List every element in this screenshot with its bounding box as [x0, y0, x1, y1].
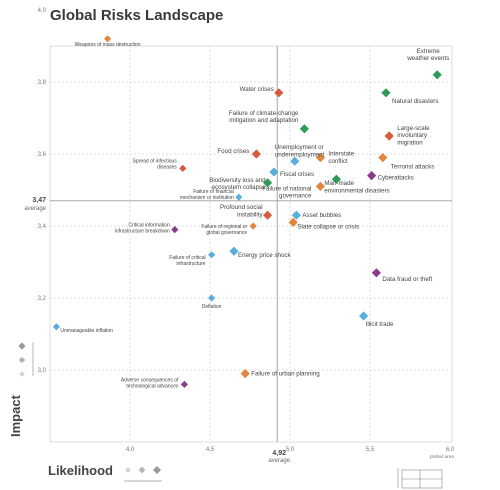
x-axis-title: Likelihood — [48, 463, 113, 478]
x-tick-label: 4,0 — [126, 447, 135, 453]
risk-point-marker — [384, 131, 394, 141]
risk-point-label: Water crises — [240, 86, 274, 93]
x-tick-label: 6,0 — [446, 447, 455, 453]
risk-point-marker — [235, 193, 243, 201]
risk-point-marker — [331, 174, 341, 184]
y-average-value: 3,47 — [32, 197, 46, 204]
likelihood-scale-diamond — [125, 467, 131, 473]
risk-point-marker — [269, 167, 279, 177]
y-tick-label: 4,0 — [38, 8, 47, 14]
risk-point-marker — [381, 88, 391, 98]
risk-point-marker — [288, 217, 298, 227]
risk-point-marker — [274, 88, 284, 98]
y-average-caption: average — [24, 206, 46, 212]
risk-point-label: Natural disasters — [392, 98, 438, 105]
risk-point-label: Cyberattacks — [378, 175, 414, 182]
risk-point-marker — [263, 210, 273, 220]
risk-point-label: State collapse or crisis — [297, 223, 359, 230]
risk-point-marker — [371, 268, 381, 278]
risk-point-marker — [378, 153, 388, 163]
risk-point-marker — [432, 70, 442, 80]
risk-point-label: Failure of national governance — [262, 185, 312, 199]
risk-point-label: Failure of financial mechanism or institu… — [180, 189, 234, 201]
likelihood-scale-diamond — [153, 466, 161, 474]
impact-scale-diamond — [19, 371, 25, 377]
risk-point-label: Unmanageable inflation — [60, 328, 113, 334]
risk-point-marker — [208, 294, 216, 302]
risk-point-marker — [104, 35, 112, 43]
risk-point-label: Extreme weather events — [406, 48, 449, 62]
risk-point-label: Interstate conflict — [328, 151, 354, 165]
risk-point-label: Weapons of mass destruction — [75, 42, 141, 48]
chart-title: Global Risks Landscape — [50, 7, 224, 24]
impact-scale-diamond — [18, 356, 26, 364]
risk-point-label: Profound social instability — [220, 204, 264, 218]
risk-point-marker — [240, 369, 250, 379]
risk-point-label: Illicit trade — [366, 321, 394, 328]
mini-plot-label: plotted area — [430, 454, 454, 459]
risk-point-label: Failure of regional or global governance — [201, 224, 247, 236]
risk-point-label: Large-scale involuntary migration — [397, 125, 430, 146]
risk-point-marker — [367, 171, 377, 181]
risk-point-marker — [315, 153, 325, 163]
risk-point-marker — [179, 164, 187, 172]
risk-point-label: Man-made environmental disasters — [324, 180, 389, 194]
impact-scale-diamond — [18, 342, 26, 350]
risk-point-label: Terrorist attacks — [391, 164, 435, 171]
risk-point-label: Fiscal crises — [280, 171, 314, 178]
risk-point-label: Unemployment or underemployment — [275, 144, 325, 158]
risk-point-label: Critical information infrastructure break… — [115, 223, 170, 235]
risk-point-label: Failure of critical infrastructure — [169, 255, 206, 267]
risk-point-marker — [359, 311, 369, 321]
y-tick-label: 3,0 — [38, 368, 47, 374]
x-tick-label: 5,0 — [286, 447, 295, 453]
risk-point-label: Biodiversity loss and ecosystem collapse — [209, 177, 266, 191]
risk-point-label: Food crises — [217, 148, 249, 155]
risk-point-label: Energy price shock — [238, 252, 292, 259]
risk-point-marker — [315, 181, 325, 191]
risk-point-label: Failure of climate-change mitigation and … — [229, 110, 299, 124]
risk-point-label: Failure of urban planning — [251, 371, 320, 378]
risk-point-marker — [52, 323, 60, 331]
risk-point-marker — [290, 156, 300, 166]
risk-point-marker — [251, 149, 261, 159]
x-average-value: 4,92 — [272, 450, 286, 457]
risk-point-marker — [263, 178, 273, 188]
x-tick-label: 4,5 — [206, 447, 215, 453]
risk-point-marker — [291, 210, 301, 220]
risk-point-label: Deflation — [202, 304, 222, 310]
likelihood-scale-diamond — [138, 466, 146, 474]
risk-point-label: Adverse consequences of technological adv… — [121, 377, 179, 389]
risk-point-marker — [171, 226, 179, 234]
risk-point-label: Data fraud or theft — [382, 276, 432, 283]
x-tick-label: 5,5 — [366, 447, 375, 453]
risk-point-marker — [229, 246, 239, 256]
risk-point-label: Asset bubbles — [302, 212, 341, 219]
risk-point-label: Spread of infectious diseases — [133, 158, 178, 170]
y-tick-label: 3,8 — [38, 80, 47, 86]
risk-point-marker — [299, 124, 309, 134]
risk-point-marker — [249, 222, 257, 230]
risk-point-marker — [208, 251, 216, 259]
y-tick-label: 3,2 — [38, 296, 47, 302]
x-average-caption: average — [268, 458, 290, 464]
y-tick-label: 3,6 — [38, 152, 47, 158]
risk-point-marker — [180, 380, 188, 388]
y-tick-label: 3,4 — [38, 224, 47, 230]
